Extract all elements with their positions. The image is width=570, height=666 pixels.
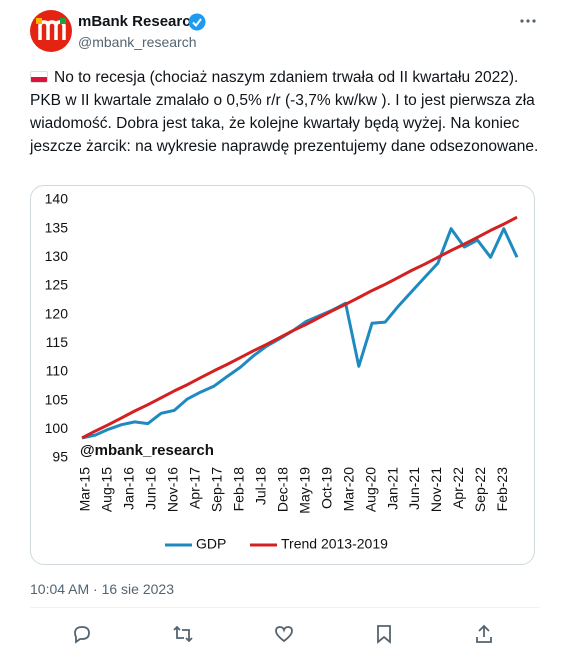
x-tick-label: Jan-16 bbox=[121, 467, 137, 510]
series-line bbox=[81, 215, 518, 440]
legend-label: GDP bbox=[196, 536, 226, 552]
reply-button[interactable] bbox=[72, 624, 92, 649]
flag-emoji bbox=[30, 71, 48, 83]
author-name[interactable]: mBank Research bbox=[78, 13, 200, 30]
x-tick-label: Feb-18 bbox=[230, 467, 246, 512]
legend-label: Trend 2013-2019 bbox=[281, 536, 388, 552]
chart-card[interactable]: 95 100 105 110 115 120 125 130 135 140 Mar-15 Aug-1… bbox=[30, 185, 535, 565]
x-tick-label: Feb-23 bbox=[494, 467, 510, 512]
y-tick-label: 115 bbox=[46, 334, 69, 350]
x-tick-label: Jun-16 bbox=[143, 467, 159, 510]
x-tick-label: Aug-20 bbox=[362, 467, 378, 512]
x-tick-label: Jan-21 bbox=[384, 467, 400, 510]
y-tick-label: 105 bbox=[45, 391, 69, 407]
x-tick-label: Nov-16 bbox=[165, 467, 181, 512]
x-tick-label: Oct-19 bbox=[318, 467, 334, 509]
x-tick-label: Jun-21 bbox=[406, 467, 422, 510]
author-handle[interactable]: @mbank_research bbox=[78, 34, 197, 50]
x-tick-label: Aug-15 bbox=[99, 467, 115, 512]
timestamp[interactable]: 10:04 AM · 16 sie 2023 bbox=[30, 581, 174, 597]
y-tick-label: 120 bbox=[45, 305, 69, 321]
x-tick-label: Nov-21 bbox=[428, 467, 444, 512]
like-button[interactable] bbox=[274, 624, 294, 649]
more-menu[interactable] bbox=[518, 16, 538, 26]
y-tick-label: 135 bbox=[45, 219, 69, 235]
y-tick-label: 100 bbox=[45, 420, 69, 436]
x-tick-label: Sep-17 bbox=[209, 467, 225, 512]
x-tick-label: Dec-18 bbox=[274, 467, 290, 512]
y-tick-label: 130 bbox=[45, 248, 69, 264]
x-tick-label: May-19 bbox=[296, 467, 312, 514]
y-tick-label: 125 bbox=[45, 277, 69, 293]
y-tick-label: 140 bbox=[45, 191, 69, 207]
tweet-body: No to recesja (chociaż naszym zdaniem tr… bbox=[30, 66, 540, 158]
avatar[interactable] bbox=[30, 10, 72, 52]
tweet-text: No to recesja (chociaż naszym zdaniem tr… bbox=[30, 69, 539, 155]
chart: 95 100 105 110 115 120 125 130 135 140 Mar-15 Aug-1… bbox=[45, 191, 519, 552]
x-tick-label: Jul-18 bbox=[252, 467, 268, 505]
x-tick-label: Apr-17 bbox=[187, 467, 203, 509]
watermark: @mbank_research bbox=[80, 442, 214, 459]
verified-badge bbox=[188, 13, 206, 31]
y-tick-label: 110 bbox=[46, 363, 69, 379]
share-button[interactable] bbox=[474, 624, 494, 649]
x-tick-label: Apr-22 bbox=[450, 467, 466, 509]
bookmark-button[interactable] bbox=[374, 624, 394, 649]
y-tick-label: 95 bbox=[52, 449, 68, 465]
x-tick-label: Mar-15 bbox=[77, 467, 93, 512]
separator bbox=[30, 607, 540, 608]
x-tick-label: Sep-22 bbox=[472, 467, 488, 512]
x-tick-label: Mar-20 bbox=[340, 467, 356, 512]
repost-button[interactable] bbox=[172, 624, 194, 649]
